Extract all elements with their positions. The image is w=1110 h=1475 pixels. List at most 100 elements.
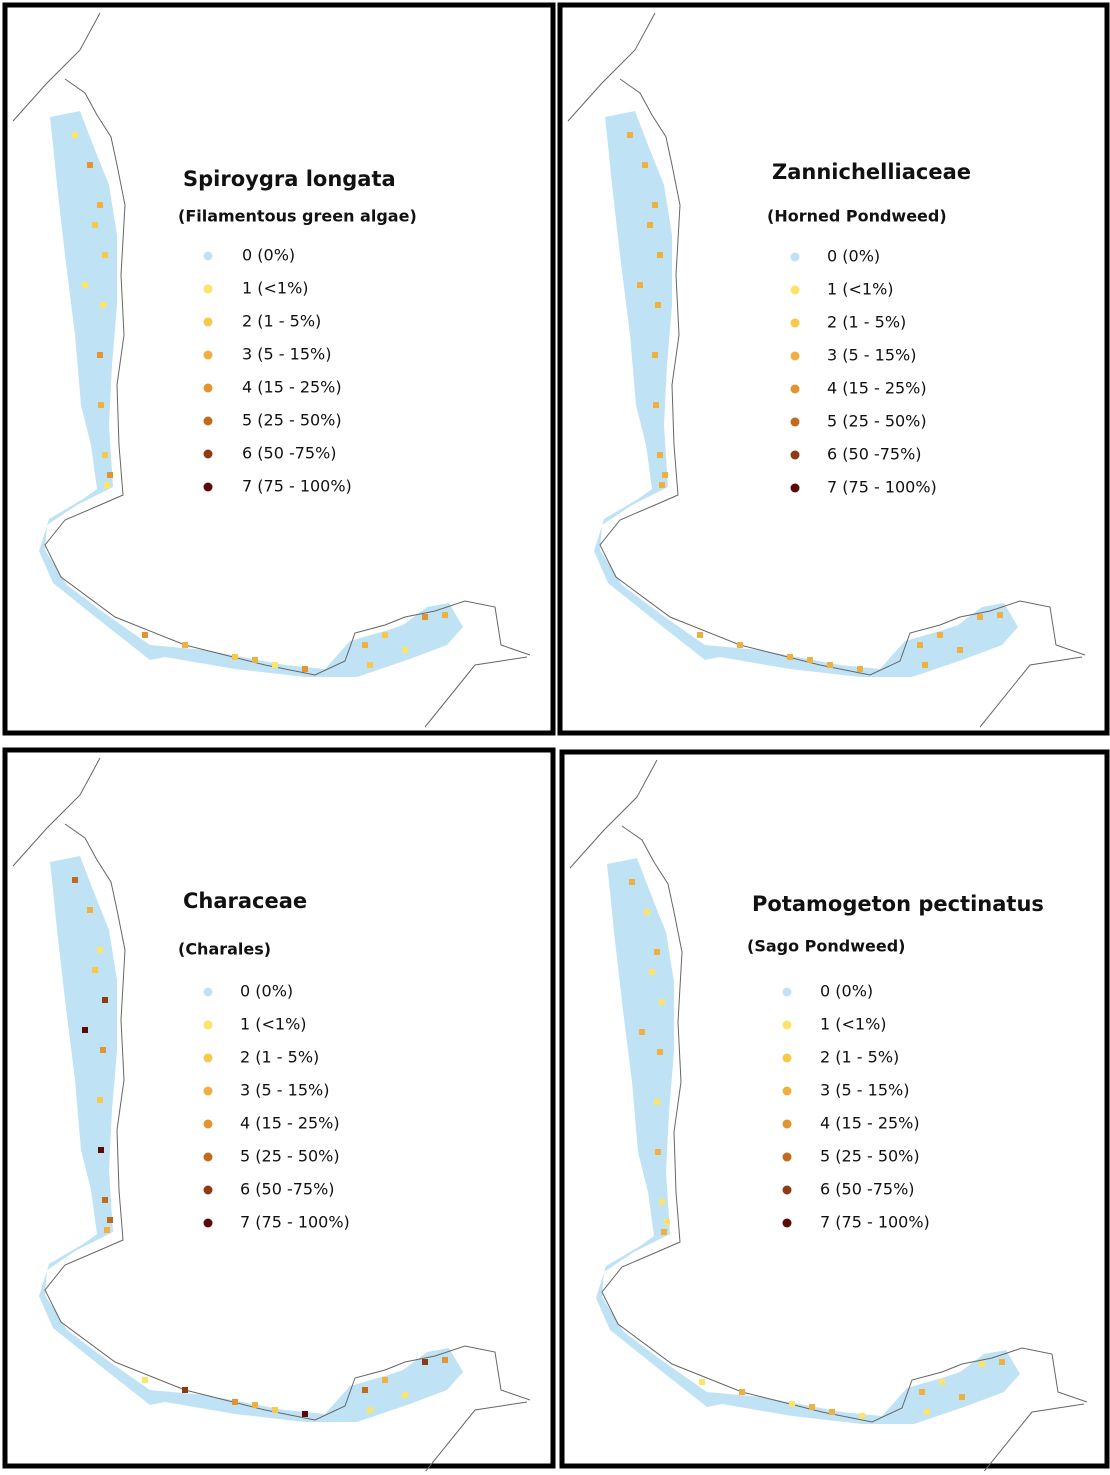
legend-label: 7 (75 - 100%)	[820, 1213, 930, 1232]
abundance-cell	[924, 1409, 930, 1415]
shoreline	[569, 759, 1088, 1475]
abundance-cell	[302, 666, 308, 672]
legend-label: 1 (<1%)	[820, 1015, 887, 1034]
abundance-cell	[661, 1229, 667, 1235]
abundance-cell	[72, 877, 78, 883]
abundance-cell	[959, 1394, 965, 1400]
abundance-cell	[362, 642, 368, 648]
abundance-cell	[97, 352, 103, 358]
shoreline	[12, 12, 531, 728]
legend-label: 7 (75 - 100%)	[240, 1213, 350, 1232]
abundance-cell	[142, 632, 148, 638]
legend-label: 6 (50 -75%)	[240, 1180, 335, 1199]
abundance-cell	[87, 907, 93, 913]
legend-label: 5 (25 - 50%)	[827, 412, 927, 431]
abundance-cell	[659, 1199, 665, 1205]
abundance-cell	[422, 614, 428, 620]
legend-swatch	[782, 1185, 792, 1195]
abundance-cell	[999, 1359, 1005, 1365]
legend-label: 0 (0%)	[242, 246, 295, 265]
abundance-cell	[657, 452, 663, 458]
shoreline	[567, 12, 1086, 728]
map-panel: Zannichelliaceae (Horned Pondweed) 0 (0%) 1…	[557, 2, 1110, 736]
abundance-cell	[829, 1409, 835, 1415]
abundance-cell	[302, 1411, 308, 1417]
legend-swatch	[203, 1152, 213, 1162]
legend-swatch	[203, 1020, 213, 1030]
abundance-cell	[92, 222, 98, 228]
abundance-cell	[657, 1049, 663, 1055]
abundance-cell	[252, 657, 258, 663]
legend-label: 4 (15 - 25%)	[820, 1114, 920, 1133]
legend-label: 0 (0%)	[240, 982, 293, 1001]
abundance-cell	[657, 252, 663, 258]
abundance-cell	[82, 1027, 88, 1033]
legend-swatch	[203, 1218, 213, 1228]
legend-swatch	[203, 383, 213, 393]
panel-subtitle: (Horned Pondweed)	[767, 207, 947, 226]
legend-swatch	[203, 482, 213, 492]
legend-swatch	[203, 1053, 213, 1063]
abundance-cell	[104, 482, 110, 488]
legend-label: 4 (15 - 25%)	[240, 1114, 340, 1133]
panel-title: Potamogeton pectinatus	[752, 892, 1044, 916]
abundance-cell	[97, 947, 103, 953]
legend-label: 7 (75 - 100%)	[827, 478, 937, 497]
map-panel: Spiroygra longata (Filamentous green alga…	[2, 2, 556, 736]
legend-swatch	[790, 384, 800, 394]
abundance-cell	[102, 1197, 108, 1203]
abundance-cell	[362, 1387, 368, 1393]
legend-label: 6 (50 -75%)	[827, 445, 922, 464]
legend-swatch	[782, 1119, 792, 1129]
panel-title: Zannichelliaceae	[772, 160, 971, 184]
legend-swatch	[782, 987, 792, 997]
legend-swatch	[790, 252, 800, 262]
abundance-cell	[957, 647, 963, 653]
panel-subtitle: (Filamentous green algae)	[178, 207, 417, 226]
abundance-cell	[232, 1399, 238, 1405]
abundance-cell	[655, 1149, 661, 1155]
abundance-cell	[659, 482, 665, 488]
abundance-cell	[104, 1227, 110, 1233]
legend-label: 3 (5 - 15%)	[820, 1081, 909, 1100]
abundance-cell	[402, 647, 408, 653]
panel-title: Spiroygra longata	[183, 167, 396, 191]
legend-label: 2 (1 - 5%)	[242, 312, 321, 331]
legend-label: 3 (5 - 15%)	[827, 346, 916, 365]
survey-area	[39, 856, 463, 1422]
abundance-cell	[72, 132, 78, 138]
abundance-cell	[654, 1099, 660, 1105]
legend-label: 0 (0%)	[827, 247, 880, 266]
abundance-cell	[939, 1379, 945, 1385]
abundance-cell	[100, 1047, 106, 1053]
abundance-cell	[649, 969, 655, 975]
abundance-cell	[789, 1401, 795, 1407]
abundance-cell	[642, 162, 648, 168]
legend-label: 5 (25 - 50%)	[820, 1147, 920, 1166]
panel-subtitle: (Charales)	[178, 940, 271, 959]
abundance-cell	[252, 1402, 258, 1408]
abundance-cell	[697, 632, 703, 638]
abundance-cell	[664, 1219, 670, 1225]
abundance-cell	[102, 452, 108, 458]
legend-label: 4 (15 - 25%)	[242, 378, 342, 397]
abundance-cell	[87, 162, 93, 168]
abundance-cell	[627, 132, 633, 138]
abundance-cell	[859, 1413, 865, 1419]
legend-swatch	[203, 284, 213, 294]
legend-swatch	[203, 1086, 213, 1096]
abundance-cell	[629, 879, 635, 885]
abundance-cell	[97, 202, 103, 208]
abundance-cell	[367, 1407, 373, 1413]
abundance-cell	[652, 352, 658, 358]
legend-label: 0 (0%)	[820, 982, 873, 1001]
panel-subtitle: (Sago Pondweed)	[747, 937, 905, 956]
abundance-cell	[807, 657, 813, 663]
abundance-cell	[655, 302, 661, 308]
abundance-cell	[937, 632, 943, 638]
legend-label: 2 (1 - 5%)	[820, 1048, 899, 1067]
legend-swatch	[790, 285, 800, 295]
survey-area	[39, 111, 463, 677]
abundance-cell	[699, 1379, 705, 1385]
